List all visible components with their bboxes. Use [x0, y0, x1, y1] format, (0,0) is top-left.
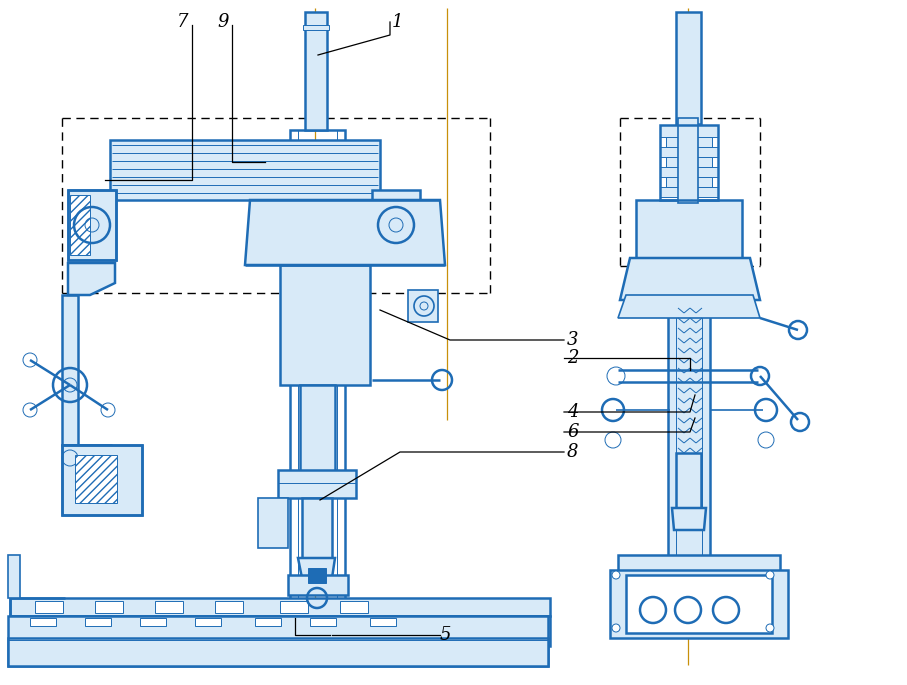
Bar: [302, 498, 332, 563]
Text: 4: 4: [567, 403, 579, 421]
Bar: [660, 147, 718, 157]
Bar: [110, 140, 380, 200]
Circle shape: [612, 624, 620, 632]
Bar: [370, 618, 396, 626]
Bar: [255, 618, 281, 626]
Bar: [372, 190, 420, 260]
Bar: [215, 601, 243, 613]
Circle shape: [640, 597, 666, 623]
Bar: [626, 575, 772, 633]
Bar: [258, 498, 288, 548]
Bar: [636, 200, 742, 260]
Polygon shape: [618, 295, 760, 318]
Bar: [70, 195, 90, 255]
Bar: [298, 130, 337, 605]
Text: 6: 6: [567, 423, 579, 441]
Bar: [676, 453, 701, 513]
Polygon shape: [68, 263, 115, 295]
Bar: [310, 618, 336, 626]
Bar: [408, 290, 438, 322]
Bar: [8, 555, 20, 598]
Circle shape: [612, 571, 620, 579]
Polygon shape: [672, 508, 706, 530]
Bar: [62, 295, 78, 445]
Circle shape: [675, 597, 701, 623]
Bar: [668, 300, 710, 565]
Bar: [280, 265, 370, 385]
Bar: [610, 570, 788, 638]
Polygon shape: [245, 200, 445, 265]
Bar: [618, 555, 780, 575]
Bar: [62, 445, 142, 515]
Bar: [68, 190, 116, 260]
Circle shape: [766, 624, 774, 632]
Bar: [660, 187, 718, 197]
Bar: [62, 445, 142, 515]
Bar: [290, 130, 345, 605]
Circle shape: [766, 571, 774, 579]
Bar: [676, 12, 701, 124]
Bar: [660, 125, 718, 200]
Bar: [10, 616, 550, 646]
Text: 8: 8: [567, 443, 579, 461]
Bar: [30, 618, 56, 626]
Bar: [278, 470, 356, 498]
Bar: [305, 12, 327, 130]
Bar: [95, 601, 123, 613]
Bar: [35, 601, 63, 613]
Text: 5: 5: [440, 626, 452, 644]
Bar: [155, 601, 183, 613]
Bar: [678, 118, 698, 203]
Text: 3: 3: [567, 331, 579, 349]
Bar: [666, 157, 712, 167]
Bar: [85, 618, 111, 626]
Bar: [8, 616, 548, 666]
Bar: [300, 385, 335, 475]
Bar: [666, 177, 712, 187]
Circle shape: [713, 597, 739, 623]
Bar: [666, 137, 712, 147]
Bar: [10, 598, 550, 616]
Bar: [340, 601, 368, 613]
Polygon shape: [620, 258, 760, 300]
Bar: [288, 575, 348, 595]
Text: 9: 9: [218, 13, 229, 31]
Bar: [308, 568, 326, 583]
Bar: [68, 190, 116, 260]
Bar: [140, 618, 166, 626]
Text: 1: 1: [392, 13, 404, 31]
Bar: [75, 455, 117, 503]
Bar: [660, 125, 718, 137]
Bar: [195, 618, 221, 626]
Bar: [660, 167, 718, 177]
Bar: [676, 300, 702, 565]
Text: 7: 7: [177, 13, 188, 31]
Bar: [303, 25, 329, 30]
Text: 2: 2: [567, 349, 579, 367]
Bar: [8, 638, 548, 666]
Bar: [280, 601, 308, 613]
Polygon shape: [298, 558, 335, 578]
